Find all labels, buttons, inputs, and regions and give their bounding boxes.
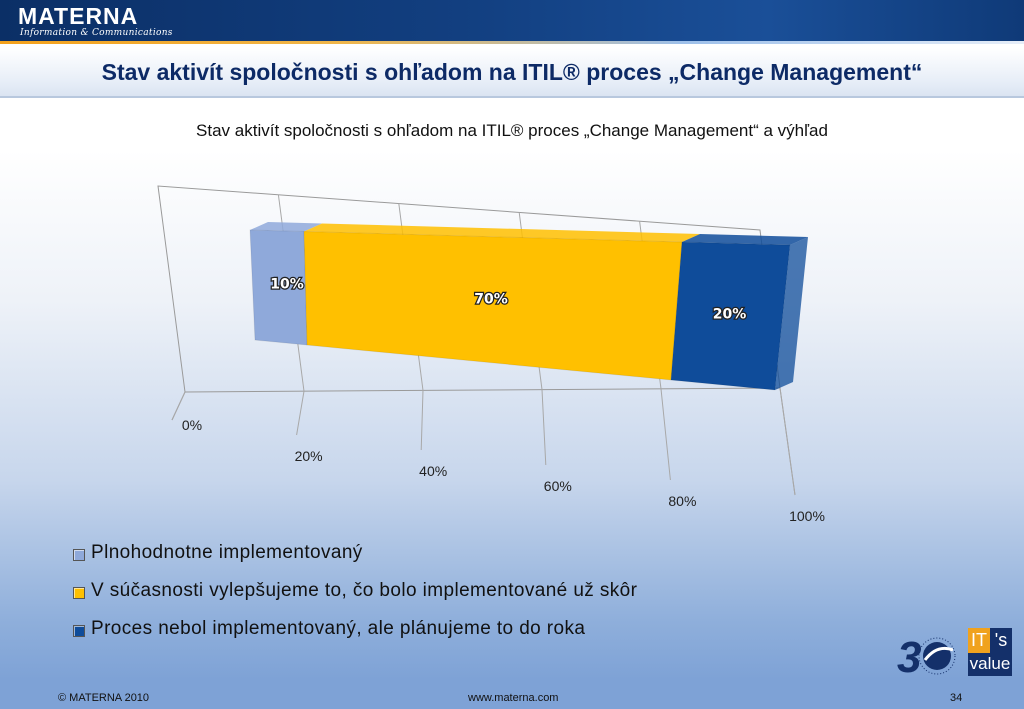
data-label: 70% — [474, 292, 508, 308]
top-banner: MATERNA Information & Communications — [0, 0, 1024, 44]
anniversary-30-logo: 3 — [895, 630, 961, 682]
bar-segment-top — [682, 234, 808, 245]
anniversary-digit: 3 — [897, 633, 921, 676]
page-number: 34 — [950, 692, 963, 704]
legend-label: V súčasnosti vylepšujeme to, čo bolo imp… — [91, 580, 638, 601]
x-tick-label: 20% — [295, 448, 323, 464]
footer-url[interactable]: www.materna.com — [468, 692, 559, 704]
footer: © MATERNA 2010 www.materna.com 34 — [0, 690, 1024, 709]
data-label: 20% — [713, 306, 747, 322]
copyright: © MATERNA 2010 — [58, 692, 150, 704]
grid-line-floor — [420, 390, 424, 451]
its-value: value — [968, 653, 1012, 676]
grid-line-floor — [779, 387, 796, 496]
x-tick-label: 60% — [544, 478, 572, 494]
grid-line-floor — [541, 389, 547, 466]
bar-segment-top — [304, 223, 700, 242]
dotted-ring-icon — [918, 637, 956, 675]
slide-title: Stav aktivít spoločnosti s ohľadom na IT… — [101, 59, 923, 85]
x-tick-label: 40% — [419, 463, 447, 479]
logo-tagline: Information & Communications — [20, 28, 173, 38]
grid-line-floor — [171, 391, 186, 421]
data-label: 10% — [270, 277, 304, 293]
legend-swatch — [73, 549, 85, 561]
title-bar: Stav aktivít spoločnosti s ohľadom na IT… — [0, 48, 1024, 98]
floor-back-edge — [184, 387, 781, 393]
legend-label: Plnohodnotne implementovaný — [91, 542, 363, 563]
swoosh-icon — [923, 646, 954, 661]
legend-label: Proces nebol implementovaný, ale plánuje… — [91, 618, 586, 639]
its-s: 's — [990, 628, 1012, 653]
legend-swatch — [73, 587, 85, 599]
legend-swatch — [73, 625, 85, 637]
bar-end-face — [775, 237, 808, 390]
grid-line-floor — [660, 388, 671, 481]
bar-segment-top — [250, 222, 322, 232]
x-tick-label: 0% — [182, 417, 202, 433]
grid-line-floor — [296, 391, 305, 436]
its-it: IT — [968, 628, 990, 653]
materna-logo: MATERNA — [18, 3, 139, 29]
its-value-logo: IT 's value — [968, 628, 1012, 676]
x-tick-label: 80% — [668, 493, 696, 509]
chart-title: Stav aktivít spoločnosti s ohľadom na IT… — [196, 121, 828, 140]
x-tick-label: 100% — [789, 508, 825, 524]
